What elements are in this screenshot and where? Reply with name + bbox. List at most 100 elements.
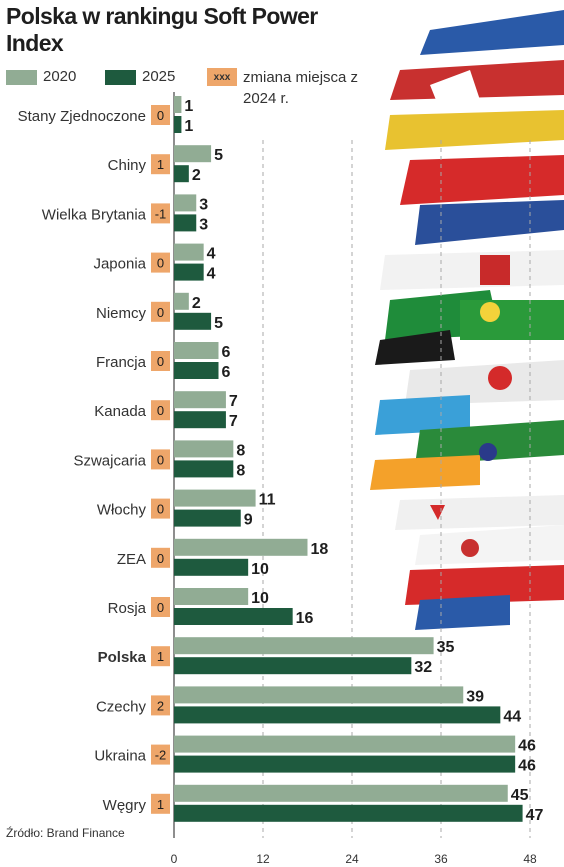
- bar-2020: [174, 243, 204, 261]
- category-label: Wielka Brytania: [42, 206, 147, 223]
- change-badge-value: 1: [157, 797, 164, 812]
- category-label: Japonia: [93, 256, 146, 273]
- value-label-2025: 6: [222, 364, 231, 381]
- bar-2020: [174, 96, 182, 113]
- bar-2020: [174, 292, 189, 310]
- value-label-2020: 8: [236, 442, 245, 459]
- bar-2020: [174, 735, 516, 753]
- change-badge-value: -1: [155, 206, 167, 221]
- bar-2025: [174, 657, 412, 675]
- bar-2025: [174, 116, 182, 133]
- category-label: Stany Zjednoczone: [18, 108, 146, 125]
- bar-2025: [174, 558, 249, 576]
- value-label-2025: 44: [503, 708, 521, 725]
- change-badge: [151, 400, 170, 421]
- change-badge-value: 2: [157, 698, 164, 713]
- x-tick-label: 0: [171, 852, 178, 866]
- change-badge: [151, 695, 170, 716]
- category-label: Niemcy: [96, 305, 147, 322]
- change-badge-value: -2: [155, 748, 167, 763]
- change-badge: [151, 449, 170, 470]
- category-label: Ukraina: [94, 748, 146, 765]
- value-label-2020: 7: [229, 393, 238, 410]
- bar-2025: [174, 804, 523, 822]
- change-badge: [151, 105, 170, 125]
- change-badge: [151, 793, 170, 814]
- change-badge: [151, 547, 170, 568]
- bar-2020: [174, 538, 308, 556]
- bar-2025: [174, 263, 204, 281]
- legend-label-2025: 2025: [142, 68, 176, 85]
- change-badge: [151, 744, 170, 765]
- change-badge: [151, 646, 170, 667]
- category-label: Chiny: [108, 157, 147, 174]
- bar-2020: [174, 145, 212, 163]
- bar-2020: [174, 637, 434, 655]
- value-label-2025: 3: [199, 216, 208, 233]
- value-label-2020: 6: [222, 344, 231, 361]
- category-label: ZEA: [117, 551, 146, 568]
- value-label-2020: 2: [192, 295, 201, 312]
- chart-title: Polska w rankingu Soft Power Index: [6, 3, 318, 56]
- bar-2020: [174, 489, 256, 507]
- value-label-2025: 16: [296, 610, 314, 627]
- bar-2025: [174, 608, 293, 625]
- change-badge-value: 1: [157, 157, 164, 172]
- change-badge-value: 0: [157, 403, 164, 418]
- value-label-2020: 18: [311, 541, 329, 558]
- category-label: Kanada: [94, 403, 146, 420]
- change-badge: [151, 203, 170, 224]
- bar-2020: [174, 784, 508, 802]
- bar-2020: [174, 342, 219, 359]
- change-badge-value: 0: [157, 305, 164, 320]
- change-badge: [151, 351, 170, 371]
- change-badge: [151, 252, 170, 273]
- change-badge-value: 0: [157, 600, 164, 615]
- x-tick-label: 36: [434, 852, 448, 866]
- category-label: Francja: [96, 354, 147, 371]
- value-label-2025: 2: [192, 167, 201, 184]
- value-label-2025: 1: [184, 118, 193, 135]
- change-badge-value: 0: [157, 256, 164, 271]
- value-label-2020: 39: [466, 688, 484, 705]
- bar-2025: [174, 411, 226, 429]
- value-label-2020: 4: [207, 246, 216, 263]
- change-badge: [151, 498, 170, 519]
- change-badge-value: 0: [157, 551, 164, 566]
- value-label-2020: 10: [251, 590, 269, 607]
- bar-2020: [174, 391, 226, 409]
- legend-swatch-2025: [105, 70, 136, 85]
- category-label: Rosja: [108, 600, 147, 617]
- bar-2025: [174, 362, 219, 379]
- value-label-2020: 5: [214, 147, 223, 164]
- bar-2020: [174, 194, 197, 212]
- bar-2020: [174, 588, 249, 605]
- bar-2025: [174, 509, 241, 527]
- legend-change-label: zmiana miejsca z 2024 r.: [243, 69, 359, 107]
- legend-change-sample: xxx: [207, 68, 237, 86]
- bar-2025: [174, 706, 501, 724]
- bar-2020: [174, 686, 464, 704]
- bar-2020: [174, 440, 234, 458]
- x-tick-label: 12: [256, 852, 270, 866]
- value-label-2020: 46: [518, 738, 536, 755]
- change-badge-value: 0: [157, 354, 164, 369]
- value-label-2020: 1: [184, 98, 193, 115]
- legend-swatch-2020: [6, 70, 37, 85]
- value-label-2020: 35: [437, 639, 455, 656]
- value-label-2025: 4: [207, 266, 216, 283]
- change-badge-value: 1: [157, 649, 164, 664]
- value-label-2025: 10: [251, 561, 269, 578]
- bar-2025: [174, 755, 516, 773]
- bar-2025: [174, 165, 189, 183]
- value-label-2025: 8: [236, 462, 245, 479]
- value-label-2025: 7: [229, 413, 238, 430]
- change-badge: [151, 301, 170, 322]
- legend-label-2020: 2020: [43, 68, 77, 85]
- bar-2025: [174, 214, 197, 232]
- change-badge: [151, 154, 170, 175]
- category-label: Włochy: [97, 502, 147, 519]
- x-tick-label: 48: [523, 852, 537, 866]
- category-label: Szwajcaria: [73, 452, 146, 469]
